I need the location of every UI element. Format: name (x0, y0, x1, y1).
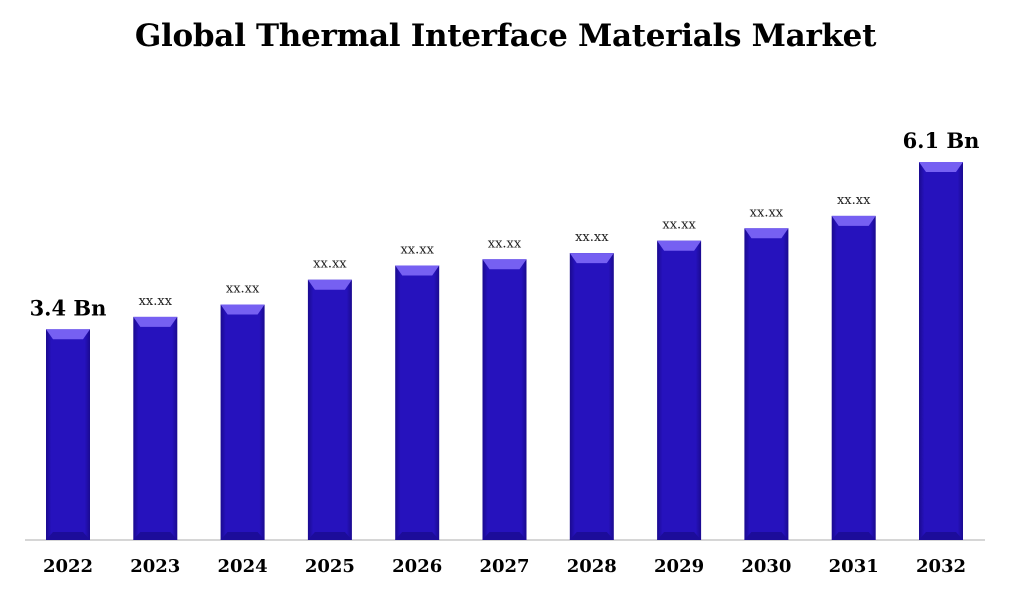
bar-cap-2028 (569, 253, 614, 264)
bar-cap-2030 (744, 228, 789, 239)
data-label-2027: xx.xx (488, 236, 522, 251)
bar-base-2022 (46, 532, 90, 540)
bar-2032 (919, 162, 963, 540)
bar-cap-2029 (657, 240, 702, 251)
bar-base-2032 (919, 532, 963, 540)
bar-base-2026 (395, 532, 440, 540)
bar-2027 (482, 259, 527, 540)
bar-2028 (569, 253, 614, 540)
bar-cap-2027 (482, 259, 527, 270)
bar-body-2023 (133, 316, 178, 540)
data-label-2024: xx.xx (226, 282, 260, 297)
bar-body-2028 (569, 253, 614, 540)
bar-body-2030 (744, 228, 789, 540)
data-label-2022: 3.4 Bn (30, 295, 107, 320)
bar-base-2027 (482, 532, 527, 540)
bar-body-2032 (919, 162, 963, 540)
data-label-2029: xx.xx (662, 218, 696, 233)
bar-2022 (46, 329, 90, 540)
x-tick-label-2027: 2027 (479, 556, 529, 577)
bar-2025 (307, 279, 352, 540)
bar-base-2025 (307, 532, 352, 540)
x-tick-label-2031: 2031 (829, 556, 879, 577)
bar-2024 (220, 304, 265, 540)
x-tick-label-2030: 2030 (741, 556, 791, 577)
bar-2023 (133, 316, 178, 540)
bars-layer (46, 162, 963, 540)
bar-body-2031 (831, 215, 876, 540)
bar-body-2026 (395, 265, 440, 540)
bar-base-2028 (569, 532, 614, 540)
x-tick-label-2022: 2022 (43, 556, 93, 577)
data-label-2023: xx.xx (139, 294, 173, 309)
labels-layer: 2022 3.4 Bn 2023 xx.xx 2024 xx.xx 2025 xx.xx 202… (30, 128, 980, 577)
x-tick-label-2025: 2025 (305, 556, 355, 577)
bar-2026 (395, 265, 440, 540)
data-label-2030: xx.xx (750, 205, 784, 220)
bar-2030 (744, 228, 789, 540)
chart-title: Global Thermal Interface Materials Marke… (134, 18, 877, 54)
bar-cap-2024 (220, 304, 265, 315)
x-tick-label-2029: 2029 (654, 556, 704, 577)
bar-cap-2032 (919, 162, 963, 172)
bar-body-2022 (46, 329, 90, 540)
data-label-2025: xx.xx (313, 257, 347, 272)
x-tick-label-2026: 2026 (392, 556, 442, 577)
bar-base-2029 (657, 532, 702, 540)
bar-body-2024 (220, 304, 265, 540)
bar-body-2029 (657, 240, 702, 540)
bar-base-2031 (831, 532, 876, 540)
bar-base-2023 (133, 532, 178, 540)
x-tick-label-2032: 2032 (916, 556, 966, 577)
data-label-2031: xx.xx (837, 193, 871, 208)
bar-cap-2023 (133, 316, 178, 327)
bar-2029 (657, 240, 702, 540)
x-tick-label-2024: 2024 (218, 556, 268, 577)
bar-cap-2025 (307, 279, 352, 290)
x-tick-label-2023: 2023 (130, 556, 180, 577)
data-label-2026: xx.xx (400, 242, 434, 257)
bar-body-2025 (307, 279, 352, 540)
x-tick-label-2028: 2028 (567, 556, 617, 577)
data-label-2032: 6.1 Bn (903, 128, 980, 153)
bar-body-2027 (482, 259, 527, 540)
bar-cap-2026 (395, 265, 440, 276)
bar-cap-2022 (46, 329, 90, 340)
bar-cap-2031 (831, 215, 876, 226)
bar-base-2030 (744, 532, 789, 540)
bar-base-2024 (220, 532, 265, 540)
bar-2031 (831, 215, 876, 540)
data-label-2028: xx.xx (575, 230, 609, 245)
